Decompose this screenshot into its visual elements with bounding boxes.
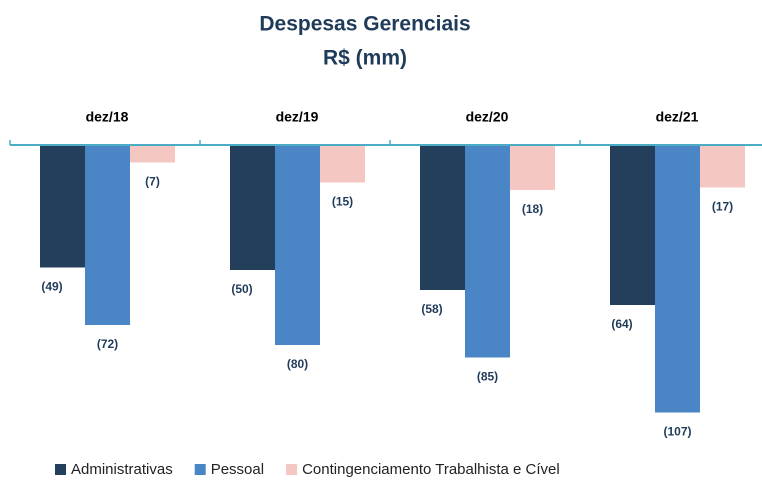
data-label: (17): [712, 200, 733, 214]
bar: [465, 145, 510, 358]
data-label: (72): [97, 337, 118, 351]
bar: [420, 145, 465, 290]
bar: [610, 145, 655, 305]
bar: [320, 145, 365, 183]
data-label: (7): [145, 175, 160, 189]
data-label: (58): [421, 302, 442, 316]
legend-swatch: [55, 464, 66, 475]
bar: [130, 145, 175, 163]
data-label: (15): [332, 195, 353, 209]
x-tick-label: dez/18: [86, 109, 129, 125]
chart-title: Despesas Gerenciais: [259, 13, 470, 36]
legend-swatch: [286, 464, 298, 475]
data-label: (49): [41, 280, 62, 294]
bar: [510, 145, 555, 190]
bar: [85, 145, 130, 325]
bar: [275, 145, 320, 345]
legend-label: Pessoal: [211, 461, 264, 478]
data-label: (64): [611, 317, 632, 331]
bar: [40, 145, 85, 268]
bar: [230, 145, 275, 270]
data-label: (50): [231, 282, 252, 296]
data-label: (107): [663, 425, 691, 439]
bar: [655, 145, 700, 413]
x-tick-label: dez/19: [276, 109, 319, 125]
data-label: (85): [477, 370, 498, 384]
data-label: (18): [522, 202, 543, 216]
legend-swatch: [194, 464, 206, 475]
data-label: (80): [287, 357, 308, 371]
x-tick-label: dez/20: [466, 109, 509, 125]
x-tick-label: dez/21: [656, 109, 699, 125]
bar: [700, 145, 745, 188]
legend-label: Contingenciamento Trabalhista e Cível: [302, 461, 560, 478]
legend-label: Administrativas: [71, 461, 173, 478]
chart-subtitle: R$ (mm): [323, 47, 407, 70]
